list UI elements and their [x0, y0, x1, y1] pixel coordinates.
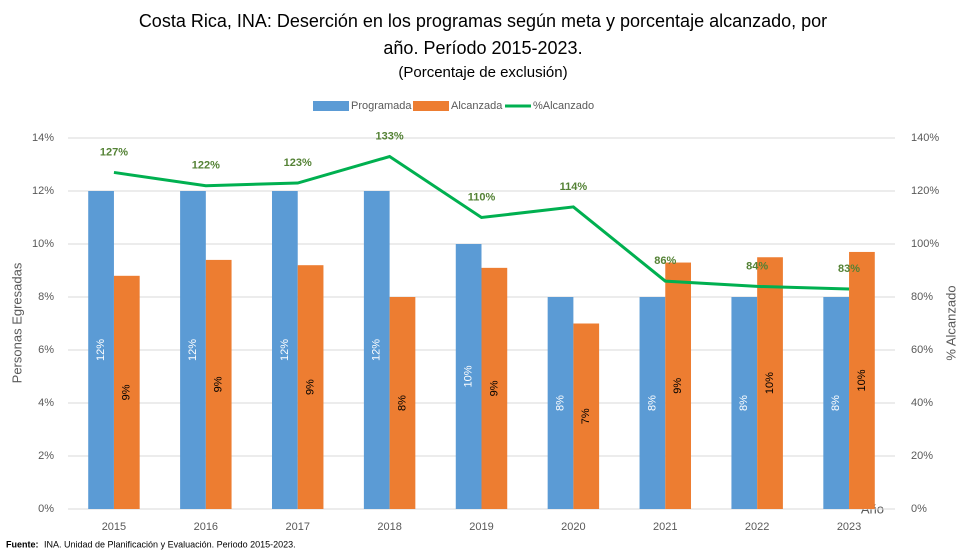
y-tick-label: 0% — [38, 503, 54, 515]
legend-swatch — [313, 101, 349, 111]
y2-tick-label: 20% — [911, 450, 933, 462]
bar-label: 9% — [213, 376, 225, 392]
x-tick-label: 2020 — [561, 521, 585, 533]
bar — [88, 191, 114, 509]
chart-title: Costa Rica, INA: Deserción en los progra… — [139, 11, 827, 31]
chart-title: año. Período 2015-2023. — [383, 38, 582, 58]
bar-label: 8% — [738, 395, 750, 411]
bar — [849, 251, 875, 509]
y-tick-label: 6% — [38, 344, 54, 356]
bar-label: 12% — [279, 339, 291, 361]
bar — [363, 191, 390, 509]
x-tick-label: 2016 — [194, 521, 218, 533]
legend-swatch — [413, 101, 449, 111]
y-tick-label: 10% — [32, 238, 54, 250]
chart-subtitle: (Porcentaje de exclusión) — [398, 64, 567, 81]
line-label: 114% — [560, 181, 588, 193]
y-tick-label: 14% — [32, 132, 54, 144]
bar-label: 8% — [554, 395, 566, 411]
line — [113, 154, 850, 291]
x-tick-label: 2022 — [745, 521, 769, 533]
line-label: 133% — [376, 130, 404, 142]
source: INA. Unidad de Planificación y Evaluació… — [44, 539, 296, 549]
y2-tick-label: 120% — [911, 185, 939, 197]
bar — [180, 191, 206, 509]
bar — [205, 259, 232, 509]
bar-label: 8% — [396, 395, 408, 411]
bar-label: 12% — [187, 339, 199, 361]
bar — [113, 275, 140, 509]
bar-label: 9% — [488, 380, 500, 396]
bar — [547, 297, 574, 509]
bar — [481, 267, 508, 509]
bar-label: 9% — [672, 378, 684, 394]
line-label: 83% — [838, 263, 860, 275]
bar-label: 8% — [646, 395, 658, 411]
y2-axis-label: % Alcanzado — [943, 285, 958, 360]
bar — [639, 297, 666, 509]
legend-label: Programada — [351, 100, 412, 112]
y-tick-label: 4% — [38, 397, 54, 409]
bar-label: 10% — [764, 372, 776, 394]
y2-tick-label: 40% — [911, 397, 933, 409]
y-tick-label: 12% — [32, 185, 54, 197]
bar-label: 8% — [830, 395, 842, 411]
x-tick-label: 2018 — [377, 521, 401, 533]
y-axis-label: Personas Egresadas — [9, 262, 24, 383]
y2-tick-label: 60% — [911, 344, 933, 356]
bar — [665, 262, 692, 509]
x-tick-label: 2021 — [653, 521, 677, 533]
bar — [731, 297, 758, 509]
y-tick-label: 8% — [38, 291, 54, 303]
bar-label: 9% — [304, 379, 316, 395]
line-label: 86% — [654, 255, 676, 267]
y-tick-label: 2% — [38, 450, 54, 462]
bar — [823, 297, 850, 509]
source-label: Fuente: — [6, 539, 39, 549]
bar-label: 12% — [95, 339, 107, 361]
bar-label: 10% — [856, 369, 868, 391]
bar — [389, 297, 416, 509]
bar — [271, 191, 298, 509]
line-label: 127% — [100, 146, 128, 158]
x-tick-label: 2019 — [469, 521, 493, 533]
x-tick-label: 2015 — [102, 521, 126, 533]
bar — [297, 265, 324, 509]
bar-label: 10% — [463, 365, 475, 387]
bar — [573, 323, 600, 509]
bar-label: 9% — [121, 384, 133, 400]
bar-label: 12% — [371, 339, 383, 361]
x-tick-label: 2017 — [285, 521, 309, 533]
bar-label: 7% — [580, 408, 592, 424]
y2-tick-label: 100% — [911, 238, 939, 250]
line-label: 110% — [468, 191, 496, 203]
line-label: 123% — [284, 157, 312, 169]
bar — [455, 244, 482, 509]
line-label: 84% — [746, 260, 768, 272]
y2-tick-label: 80% — [911, 291, 933, 303]
y2-tick-label: 0% — [911, 503, 927, 515]
legend-label: Alcanzada — [451, 100, 503, 112]
bar — [757, 257, 783, 509]
line-label: 122% — [192, 160, 220, 172]
y2-tick-label: 140% — [911, 132, 939, 144]
legend-label: %Alcanzado — [533, 100, 594, 112]
x-tick-label: 2023 — [837, 521, 861, 533]
